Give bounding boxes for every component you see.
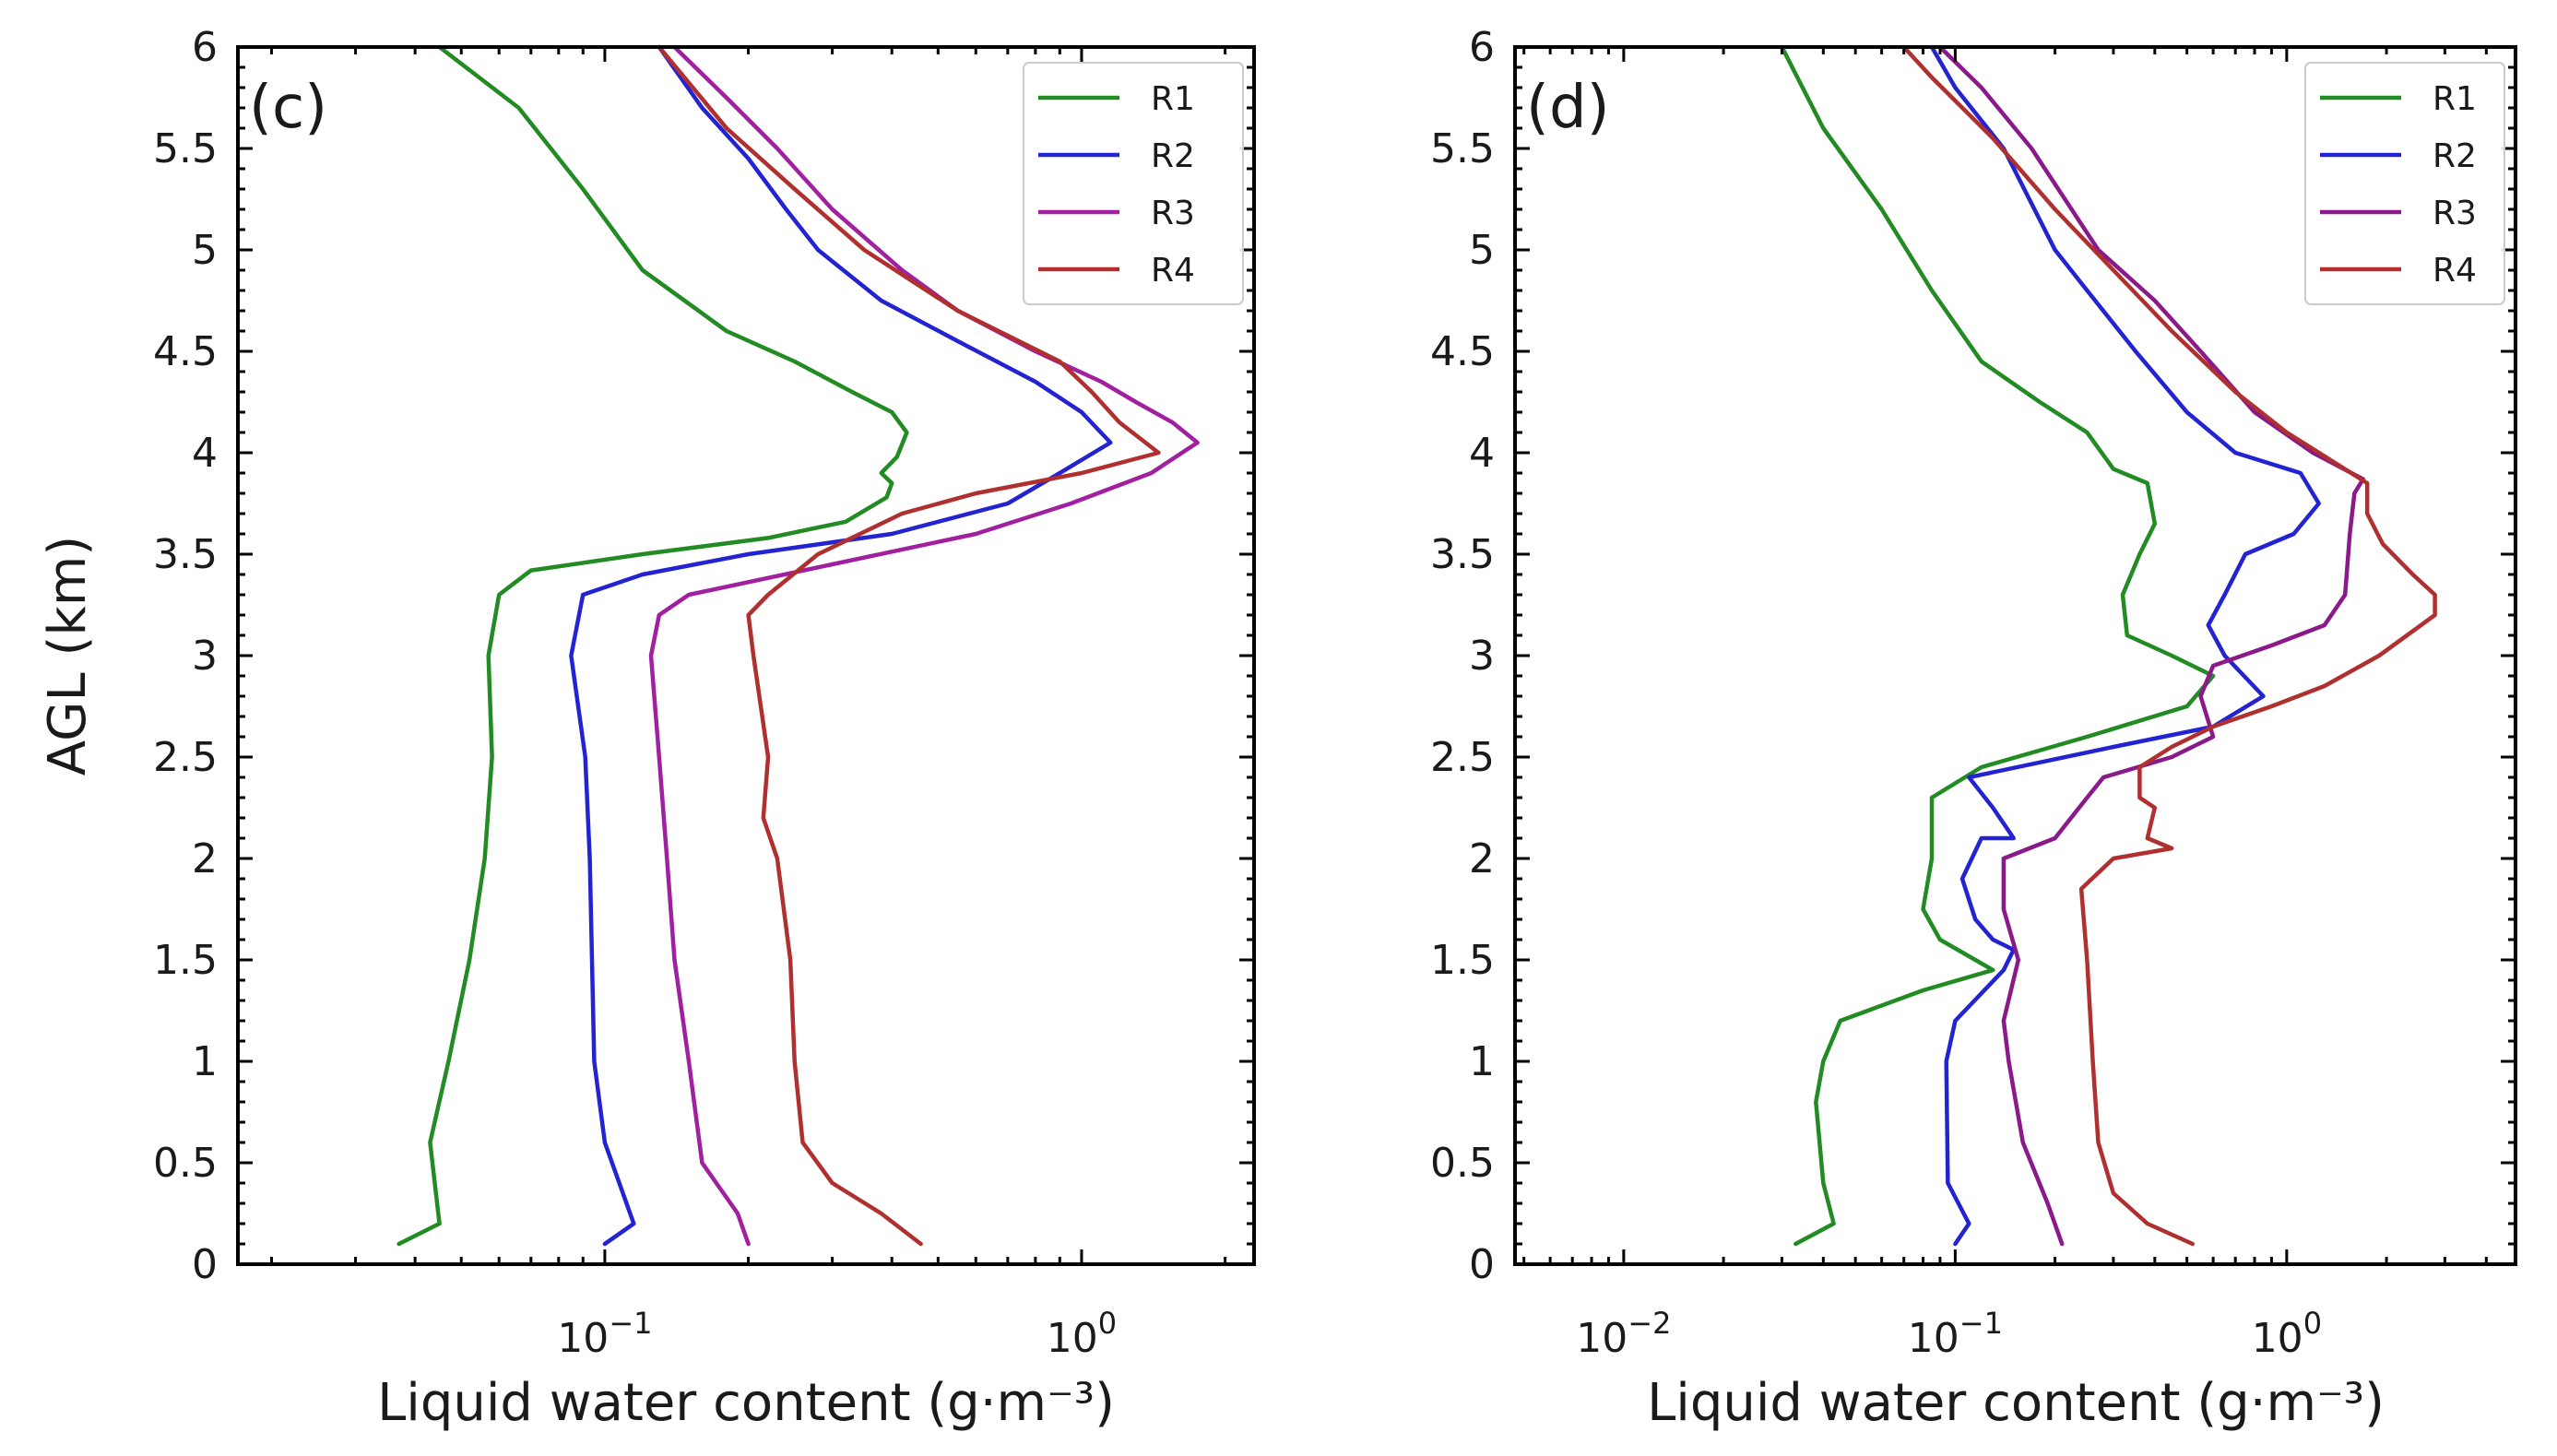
panel-d-legend: R1 R2 R3 R4 (2304, 62, 2505, 305)
y-tick-label: 3.5 (153, 531, 218, 578)
y-tick-label: 1.5 (1430, 937, 1495, 984)
x-tick-label: 10−1 (1908, 1306, 2003, 1362)
y-tick-label: 5.5 (153, 125, 218, 172)
panel-d-label: (d) (1526, 74, 1610, 142)
legend-box (2304, 62, 2505, 305)
y-tick-label: 1 (192, 1038, 218, 1085)
y-tick-label: 4.5 (1430, 328, 1495, 375)
x-tick-label: 10−1 (557, 1306, 652, 1362)
panel-c-label: (c) (249, 74, 327, 142)
legend-label-r1: R1 (1151, 80, 1195, 118)
panel-c-series-r1-line (397, 44, 909, 1247)
y-tick-label: 3 (192, 633, 218, 680)
panel-d-series-r3-line (1937, 44, 2365, 1247)
y-tick-label: 4 (1469, 430, 1495, 477)
y-tick-label: 2.5 (153, 734, 218, 781)
panel-d-series (1780, 44, 2437, 1247)
x-tick-label: 10−2 (1576, 1306, 1671, 1362)
legend-box (1023, 62, 1244, 305)
legend-label-r2: R2 (1151, 137, 1195, 175)
y-tick-label: 2 (192, 835, 218, 882)
y-axis-label: AGL (km) (38, 536, 98, 775)
legend-label-r2: R2 (2433, 137, 2477, 175)
y-tick-label: 6 (192, 24, 218, 71)
y-tick-label: 0.5 (1430, 1140, 1495, 1187)
panel-c-series-r2-line (569, 44, 1113, 1247)
legend-label-r3: R3 (1151, 195, 1195, 232)
y-tick-label: 1.5 (153, 937, 218, 984)
legend-label-r3: R3 (2433, 195, 2477, 232)
y-tick-label: 6 (1469, 24, 1495, 71)
y-tick-label: 0.5 (153, 1140, 218, 1187)
legend-label-r4: R4 (1151, 252, 1195, 290)
y-tick-label: 5 (1469, 227, 1495, 274)
y-tick-label: 4.5 (153, 328, 218, 375)
y-tick-label: 5.5 (1430, 125, 1495, 172)
panel-c-legend: R1 R2 R3 R4 (1023, 62, 1244, 305)
panel-c-x-axis-label: Liquid water content (g·m⁻³) (377, 1373, 1115, 1433)
panel-c-series-r3-line (648, 44, 1200, 1247)
panel-d-x-axis-label: Liquid water content (g·m⁻³) (1647, 1373, 2385, 1433)
x-tick-label: 100 (1047, 1306, 1117, 1362)
panel-d-series-r1-line (1780, 44, 2216, 1247)
y-tick-label: 1 (1469, 1038, 1495, 1085)
y-tick-label: 3 (1469, 633, 1495, 680)
y-tick-label: 2 (1469, 835, 1495, 882)
y-tick-label: 3.5 (1430, 531, 1495, 578)
panel-c-series (397, 44, 1200, 1247)
panel-d: 0 0.5 1 1.5 2 2.5 3 3.5 4 4.5 5 5.5 6 10−2 10−1 100 (d)… (1430, 24, 2517, 1433)
legend-label-r4: R4 (2433, 252, 2477, 290)
y-tick-label: 0 (1469, 1241, 1495, 1288)
x-tick-label: 100 (2252, 1306, 2322, 1362)
y-tick-label: 5 (192, 227, 218, 274)
legend-label-r1: R1 (2433, 80, 2477, 118)
panel-d-series-r4-line (1901, 44, 2437, 1247)
panel-c-ticks: 0 0.5 1 1.5 2 2.5 3 3.5 4 4.5 5 5.5 6 10−1 100 (153, 24, 1254, 1362)
y-tick-label: 2.5 (1430, 734, 1495, 781)
panel-d-ticks: 0 0.5 1 1.5 2 2.5 3 3.5 4 4.5 5 5.5 6 10−2 10−1 100 (1430, 24, 2516, 1362)
y-tick-label: 0 (192, 1241, 218, 1288)
panel-c-series-r4-line (657, 44, 1161, 1247)
panel-d-series-r2-line (1929, 44, 2321, 1247)
y-tick-label: 4 (192, 430, 218, 477)
